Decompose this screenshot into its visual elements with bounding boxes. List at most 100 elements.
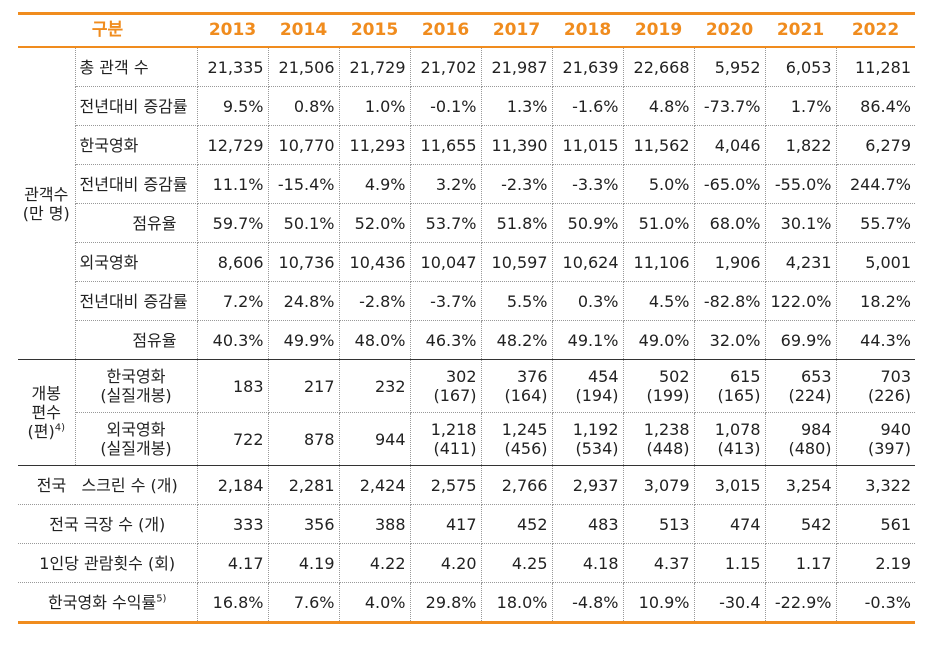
table-cell: 0.3% [552, 281, 624, 321]
table-cell: 302 (167) [410, 359, 482, 413]
table-cell: 11,562 [623, 125, 695, 165]
table-cell: 11,106 [623, 242, 695, 282]
table-cell: 4.9% [339, 164, 411, 204]
cell-subvalue: (456) [504, 439, 548, 458]
table-cell: 4.22 [339, 543, 411, 583]
table-cell: 944 [339, 412, 411, 466]
table-cell: 11,293 [339, 125, 411, 165]
row-label-text: 전국 극장 수 (개) [49, 514, 166, 534]
cell-value: 615 [729, 367, 761, 386]
table-cell: -82.8% [694, 281, 766, 321]
table-cell: 244.7% [836, 164, 915, 204]
group-label-line: (만 명) [22, 203, 70, 223]
header-year: 2020 [694, 13, 765, 48]
table-cell: 50.1% [268, 203, 340, 243]
table-cell: 10,624 [552, 242, 624, 282]
table-cell: 474 [694, 504, 766, 544]
table-cell: 2,937 [552, 465, 624, 505]
table-cell: 16.8% [197, 582, 269, 624]
table-row: 전국 스크린 수 (개) 2,184 2,281 2,424 2,575 2,766 2,9… [18, 465, 915, 505]
table-cell: 3,322 [836, 465, 915, 505]
table-cell: 40.3% [197, 320, 269, 360]
row-label-text: 전국 스크린 수 (개) [36, 475, 178, 495]
table-cell: 32.0% [694, 320, 766, 360]
table-cell: 2,766 [481, 465, 553, 505]
cell-value: 878 [303, 429, 335, 449]
table-cell: 11,281 [836, 47, 915, 87]
table-cell: 2.19 [836, 543, 915, 583]
row-label: 전국 스크린 수 (개) [18, 465, 198, 505]
row-label: 외국영화 (실질개봉) [75, 412, 198, 466]
table-cell: 984 (480) [765, 412, 837, 466]
table-cell: 69.9% [765, 320, 837, 360]
header-year: 2013 [197, 13, 268, 48]
cell-value: 1,078 [714, 420, 761, 439]
table-cell: 417 [410, 504, 482, 544]
cell-value: 703 [880, 367, 911, 386]
cell-subvalue: (224) [788, 386, 832, 405]
row-label: 전년대비 증감률 [75, 86, 198, 126]
cell-value: 376 [516, 367, 548, 386]
table-cell: 542 [765, 504, 837, 544]
table-row: 외국영화 (실질개봉) 722 878 944 1,218 (411) 1,245 (456) 1… [18, 412, 915, 466]
table-cell: -3.7% [410, 281, 482, 321]
table-cell: 653 (224) [765, 359, 837, 413]
table-row: 외국영화 8,606 10,736 10,436 10,047 10,597 10,624 1… [18, 242, 915, 282]
cell-value: 653 [800, 367, 832, 386]
table-cell: 2,575 [410, 465, 482, 505]
table-cell: 0.8% [268, 86, 340, 126]
table-cell: 3,015 [694, 465, 766, 505]
table-cell: 1,238 (448) [623, 412, 695, 466]
cell-subvalue: (534) [575, 439, 619, 458]
table-cell: 10,736 [268, 242, 340, 282]
table-cell: 1,192 (534) [552, 412, 624, 466]
table-cell: 3.2% [410, 164, 482, 204]
table-cell: -2.8% [339, 281, 411, 321]
table-cell: 52.0% [339, 203, 411, 243]
table-cell: 18.0% [481, 582, 553, 624]
table-cell: 454 (194) [552, 359, 624, 413]
row-label: 외국영화 [75, 242, 198, 282]
header-year: 2021 [765, 13, 836, 48]
cell-subvalue: (413) [717, 439, 761, 458]
table-cell: 8,606 [197, 242, 269, 282]
cell-value: 1,245 [501, 420, 548, 439]
header-year: 2014 [268, 13, 339, 48]
table-cell: 11.1% [197, 164, 269, 204]
table-cell: 18.2% [836, 281, 915, 321]
table-cell: 53.7% [410, 203, 482, 243]
row-label: 총 관객 수 [75, 47, 198, 87]
table-cell: 1.15 [694, 543, 766, 583]
table-cell: 68.0% [694, 203, 766, 243]
cell-value: 722 [232, 429, 264, 449]
row-label-text: 한국영화 수익률 [48, 592, 157, 612]
cell-value: 1,238 [643, 420, 690, 439]
row-label: 한국영화 수익률5) [18, 582, 198, 624]
table-cell: 48.0% [339, 320, 411, 360]
table-cell: 6,279 [836, 125, 915, 165]
table-cell: -73.7% [694, 86, 766, 126]
cell-subvalue: (397) [867, 439, 911, 458]
table-cell: 24.8% [268, 281, 340, 321]
table-cell: 513 [623, 504, 695, 544]
row-label: 전국 극장 수 (개) [18, 504, 198, 544]
table-cell: 1.3% [481, 86, 553, 126]
cell-value: 217 [303, 376, 335, 396]
table-cell: 21,639 [552, 47, 624, 87]
table-cell: 12,729 [197, 125, 269, 165]
table-cell: -22.9% [765, 582, 837, 624]
table-cell: 1.0% [339, 86, 411, 126]
table-cell: 2,281 [268, 465, 340, 505]
table-cell: 6,053 [765, 47, 837, 87]
table-cell: 4.8% [623, 86, 695, 126]
table-row: 한국영화 12,729 10,770 11,293 11,655 11,390 11,015… [18, 125, 915, 165]
table-cell: 1,245 (456) [481, 412, 553, 466]
table-cell: 376 (164) [481, 359, 553, 413]
row-label-text: 1인당 관람횟수 (회) [39, 553, 176, 573]
table-cell: 2,184 [197, 465, 269, 505]
cell-value: 183 [232, 376, 264, 396]
table-cell: 50.9% [552, 203, 624, 243]
footnote-mark: 4) [54, 422, 65, 434]
table-cell: 10,436 [339, 242, 411, 282]
table-cell: 46.3% [410, 320, 482, 360]
